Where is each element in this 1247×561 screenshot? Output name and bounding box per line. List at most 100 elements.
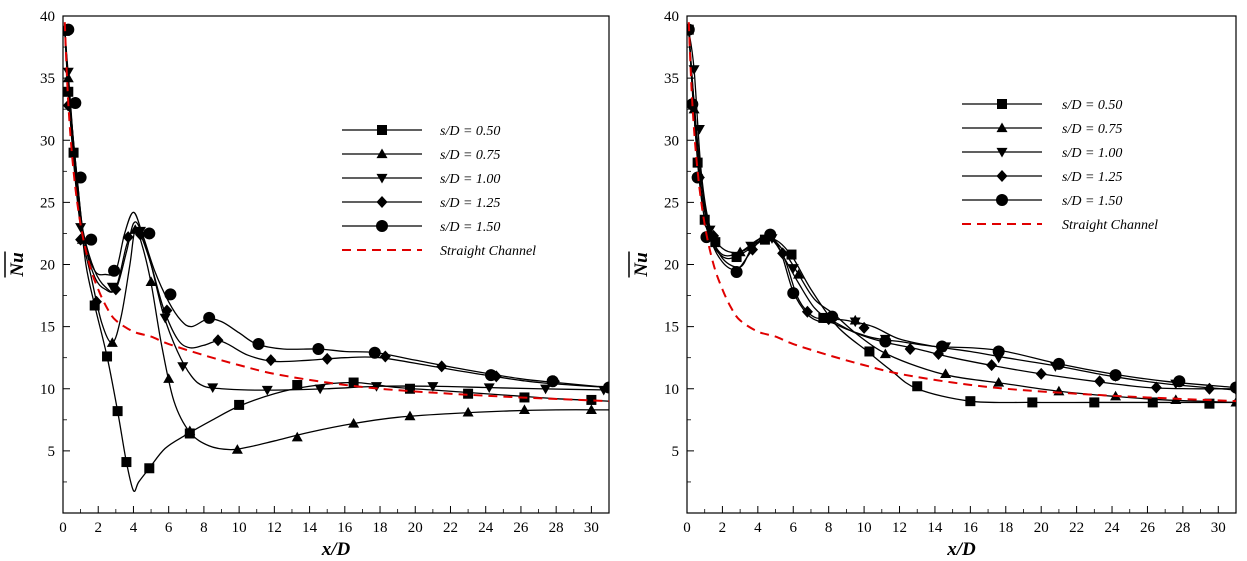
data-point-s1 xyxy=(106,337,118,347)
y-tick-label: 40 xyxy=(40,9,55,25)
y-tick-label: 30 xyxy=(40,133,55,149)
data-point-s4 xyxy=(368,346,381,359)
data-point-s0 xyxy=(1147,397,1158,408)
legend-marker xyxy=(997,99,1007,109)
series-line-5 xyxy=(687,22,1236,403)
series-line-4 xyxy=(64,30,609,389)
x-tick-label: 12 xyxy=(267,520,282,536)
x-tick-label: 24 xyxy=(478,520,494,536)
data-point-s4 xyxy=(484,369,497,382)
data-point-s1 xyxy=(585,404,597,414)
y-tick-label: 25 xyxy=(664,195,679,211)
chart-panel-right: 0 2 4 6 8 10 12 14 16 18 20 22 24 26 28 305101520253035… xyxy=(628,9,1237,560)
legend-marker xyxy=(996,194,1008,206)
data-point-s2 xyxy=(207,383,219,394)
x-axis-title: x/D xyxy=(321,539,351,560)
chart-panel-left: 0 2 4 6 8 10 12 14 16 18 20 22 24 26 28 305101520253035… xyxy=(4,9,610,560)
series-line-1 xyxy=(64,30,609,451)
x-tick-label: 18 xyxy=(998,520,1013,536)
data-point-s1 xyxy=(462,406,474,417)
x-tick-label: 14 xyxy=(927,520,943,536)
data-point-s4 xyxy=(546,375,559,388)
data-point-s3 xyxy=(212,334,224,347)
x-axis-title: x/D xyxy=(946,539,976,560)
y-tick-label: 10 xyxy=(664,382,679,398)
data-point-s1 xyxy=(879,348,891,359)
x-tick-label: 28 xyxy=(549,520,564,536)
data-point-s1 xyxy=(348,418,360,428)
legend-marker xyxy=(376,220,388,232)
data-point-s4 xyxy=(164,288,177,301)
data-point-s0 xyxy=(1027,397,1038,408)
data-point-s3 xyxy=(265,354,277,367)
y-tick-label: 30 xyxy=(664,133,679,149)
x-tick-label: 20 xyxy=(1034,520,1049,536)
data-point-s0 xyxy=(912,381,923,392)
x-tick-label: 30 xyxy=(584,520,599,536)
x-tick-label: 4 xyxy=(130,520,138,536)
data-point-s2 xyxy=(261,385,273,396)
data-point-s1 xyxy=(793,268,805,279)
legend-marker xyxy=(376,173,388,184)
y-tick-label: 25 xyxy=(40,195,55,211)
data-point-s4 xyxy=(69,96,82,109)
x-tick-label: 4 xyxy=(754,520,762,536)
series-line-2 xyxy=(64,30,609,391)
data-point-s2 xyxy=(159,313,171,324)
series-line-3 xyxy=(688,30,1236,390)
data-point-s0 xyxy=(710,237,721,248)
x-tick-label: 8 xyxy=(200,520,208,536)
legend-label: s/D = 0.75 xyxy=(1062,122,1122,137)
data-point-s3 xyxy=(90,295,102,308)
data-point-s0 xyxy=(292,380,303,391)
y-tick-label: 20 xyxy=(664,258,679,274)
series-line-0 xyxy=(64,30,609,493)
legend-marker xyxy=(996,147,1008,158)
plot-frame xyxy=(686,15,1237,514)
series-line-2 xyxy=(688,30,1236,391)
legend-marker xyxy=(376,148,388,159)
data-point-s0 xyxy=(463,388,474,399)
legend-marker xyxy=(376,196,388,208)
legend-label: s/D = 1.50 xyxy=(1062,194,1122,209)
x-tick-label: 22 xyxy=(1069,520,1084,536)
x-tick-label: 16 xyxy=(963,520,979,536)
data-point-s1 xyxy=(184,425,196,436)
legend-label: s/D = 0.75 xyxy=(440,148,500,163)
x-tick-label: 18 xyxy=(373,520,388,536)
data-point-s3 xyxy=(379,350,391,363)
x-tick-label: 6 xyxy=(165,520,173,536)
series-group xyxy=(63,22,609,493)
x-tick-label: 30 xyxy=(1211,520,1226,536)
y-tick-label: 5 xyxy=(672,444,680,460)
data-point-s3 xyxy=(904,342,916,355)
x-tick-label: 28 xyxy=(1175,520,1190,536)
data-point-s2 xyxy=(540,384,552,395)
data-point-s2 xyxy=(75,223,87,233)
x-tick-label: 2 xyxy=(94,520,102,536)
x-tick-label: 12 xyxy=(892,520,907,536)
data-point-s4 xyxy=(143,227,156,240)
x-tick-label: 2 xyxy=(719,520,727,536)
plot-frame xyxy=(62,15,610,514)
x-tick-label: 0 xyxy=(683,520,691,536)
data-point-s4 xyxy=(764,228,777,241)
data-point-s0 xyxy=(404,383,415,394)
data-point-s1 xyxy=(734,246,746,257)
data-point-s4 xyxy=(312,342,325,355)
y-tick-label: 35 xyxy=(40,71,55,87)
data-point-s3 xyxy=(1035,367,1047,380)
data-point-s4 xyxy=(787,287,800,300)
series-line-4 xyxy=(688,30,1236,389)
x-tick-label: 10 xyxy=(857,520,872,536)
x-tick-label: 6 xyxy=(790,520,798,536)
series-line-1 xyxy=(688,30,1236,404)
data-point-s4 xyxy=(730,265,743,278)
series-line-5 xyxy=(63,22,609,403)
y-tick-label: 15 xyxy=(40,320,55,336)
data-point-s4 xyxy=(203,311,216,324)
series-group xyxy=(687,22,1236,409)
legend-marker xyxy=(996,122,1008,133)
x-tick-label: 16 xyxy=(337,520,353,536)
x-tick-label: 24 xyxy=(1105,520,1121,536)
